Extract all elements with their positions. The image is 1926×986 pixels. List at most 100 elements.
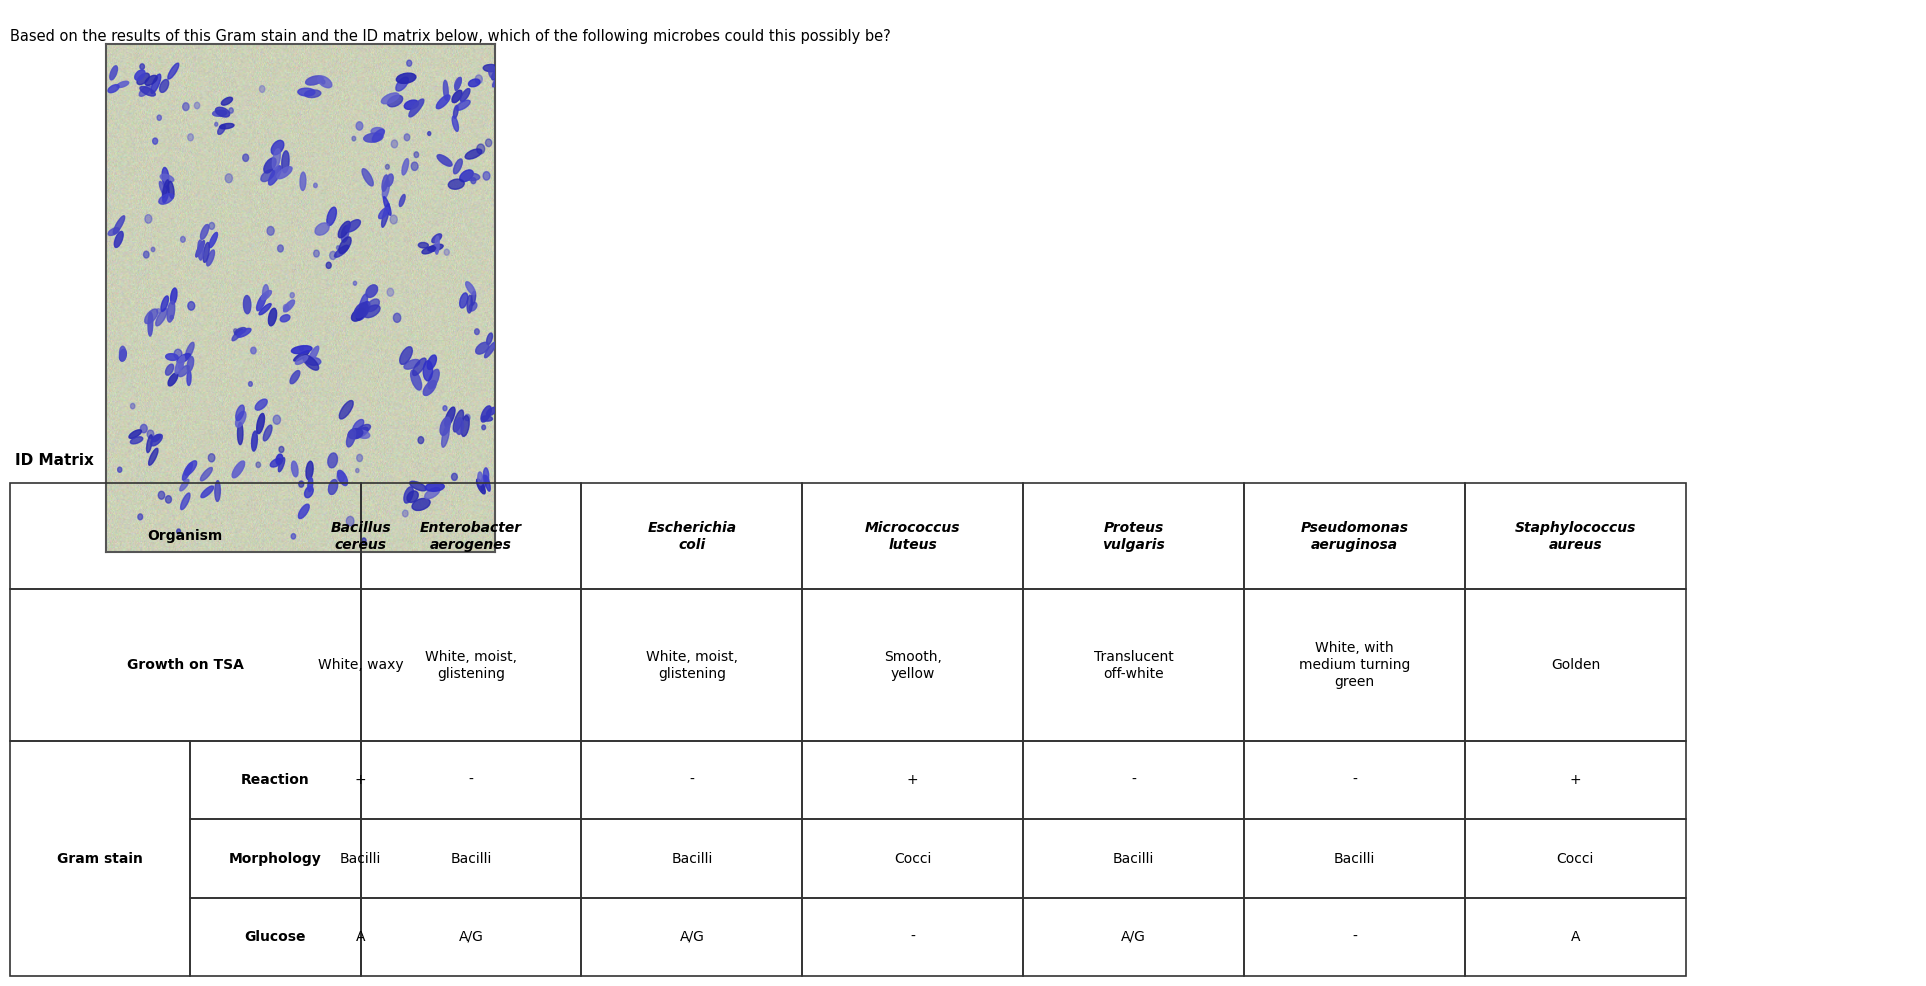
Ellipse shape <box>306 357 322 366</box>
Text: Translucent
off-white: Translucent off-white <box>1094 650 1173 680</box>
Bar <box>803 590 1023 741</box>
Bar <box>360 819 582 898</box>
Ellipse shape <box>339 237 351 253</box>
Ellipse shape <box>299 88 316 96</box>
Circle shape <box>385 165 389 170</box>
Circle shape <box>393 314 401 322</box>
Ellipse shape <box>456 101 470 110</box>
Ellipse shape <box>449 179 464 189</box>
Ellipse shape <box>254 399 268 410</box>
Circle shape <box>173 349 183 359</box>
Bar <box>360 590 582 741</box>
Text: Proteus
vulgaris: Proteus vulgaris <box>1102 521 1165 552</box>
Bar <box>582 898 803 976</box>
Bar <box>803 819 1023 898</box>
Ellipse shape <box>327 207 337 226</box>
Ellipse shape <box>275 455 283 464</box>
Bar <box>582 741 803 819</box>
Text: Bacillus
cereus: Bacillus cereus <box>329 521 391 552</box>
Ellipse shape <box>379 207 389 219</box>
Circle shape <box>443 405 447 411</box>
Text: -: - <box>1352 930 1358 944</box>
Ellipse shape <box>356 424 370 434</box>
Circle shape <box>181 237 185 243</box>
Ellipse shape <box>306 461 314 480</box>
Ellipse shape <box>139 86 150 97</box>
Ellipse shape <box>339 400 352 419</box>
Text: -: - <box>1131 773 1136 787</box>
Text: Morphology: Morphology <box>229 852 322 866</box>
Bar <box>1466 741 1685 819</box>
Ellipse shape <box>364 133 383 142</box>
Ellipse shape <box>162 185 169 203</box>
Text: White, moist,
glistening: White, moist, glistening <box>645 650 738 680</box>
Circle shape <box>412 162 418 171</box>
Circle shape <box>195 103 200 108</box>
Ellipse shape <box>437 155 453 167</box>
Circle shape <box>337 472 345 481</box>
Ellipse shape <box>476 342 489 354</box>
Circle shape <box>225 174 233 182</box>
Ellipse shape <box>156 309 168 325</box>
Ellipse shape <box>483 64 499 72</box>
Bar <box>1244 483 1466 590</box>
Ellipse shape <box>483 468 489 483</box>
Ellipse shape <box>144 75 158 86</box>
Ellipse shape <box>166 364 173 376</box>
Ellipse shape <box>351 308 366 321</box>
Text: Bacilli: Bacilli <box>339 852 381 866</box>
Ellipse shape <box>137 73 150 85</box>
Ellipse shape <box>335 246 349 257</box>
Circle shape <box>156 309 160 314</box>
Bar <box>360 741 582 819</box>
Circle shape <box>322 80 325 84</box>
Ellipse shape <box>119 346 125 361</box>
Ellipse shape <box>135 70 144 80</box>
Ellipse shape <box>383 196 391 215</box>
Ellipse shape <box>424 361 433 381</box>
Ellipse shape <box>364 305 379 317</box>
Text: Organism: Organism <box>148 529 223 543</box>
Circle shape <box>291 293 295 298</box>
Ellipse shape <box>258 304 272 315</box>
Ellipse shape <box>441 417 451 436</box>
Ellipse shape <box>283 300 295 312</box>
Ellipse shape <box>264 158 275 173</box>
Circle shape <box>166 496 171 503</box>
Circle shape <box>414 152 418 158</box>
Circle shape <box>356 455 362 461</box>
Circle shape <box>325 262 331 268</box>
Bar <box>1244 590 1466 741</box>
Text: Staphylococcus
aureus: Staphylococcus aureus <box>1514 521 1635 552</box>
Ellipse shape <box>347 220 360 232</box>
Ellipse shape <box>308 477 312 492</box>
Bar <box>191 741 360 819</box>
Ellipse shape <box>437 95 451 108</box>
Ellipse shape <box>482 406 491 422</box>
Circle shape <box>158 491 166 499</box>
Ellipse shape <box>150 74 160 94</box>
Ellipse shape <box>183 462 193 480</box>
Ellipse shape <box>304 486 314 498</box>
Circle shape <box>229 107 233 113</box>
Circle shape <box>476 75 482 84</box>
Ellipse shape <box>162 179 169 197</box>
Ellipse shape <box>231 329 243 341</box>
Ellipse shape <box>424 487 439 499</box>
Text: White, moist,
glistening: White, moist, glistening <box>426 650 516 680</box>
Ellipse shape <box>404 487 414 503</box>
Bar <box>582 819 803 898</box>
Ellipse shape <box>418 243 428 248</box>
Ellipse shape <box>110 66 117 80</box>
Ellipse shape <box>252 431 258 451</box>
Circle shape <box>483 172 489 180</box>
Ellipse shape <box>281 151 289 173</box>
Ellipse shape <box>381 204 389 227</box>
Circle shape <box>337 246 339 249</box>
Ellipse shape <box>220 123 235 129</box>
Ellipse shape <box>171 288 177 304</box>
Ellipse shape <box>466 295 472 313</box>
Circle shape <box>445 249 449 255</box>
Circle shape <box>208 223 214 230</box>
Circle shape <box>179 364 183 370</box>
